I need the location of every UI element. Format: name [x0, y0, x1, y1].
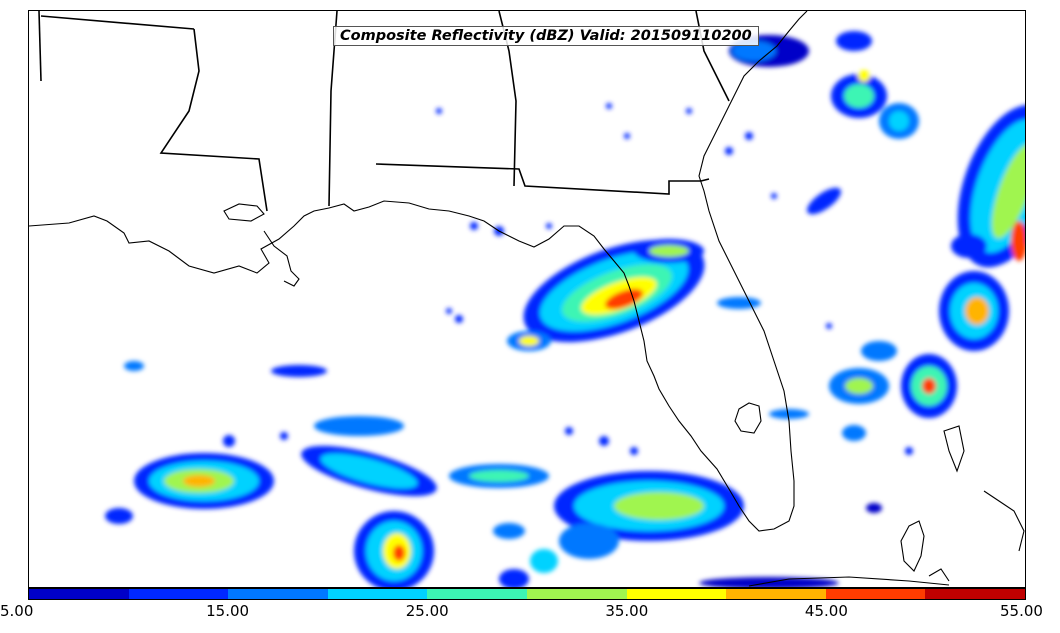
- colorbar-segment: [626, 589, 727, 599]
- colorbar: [28, 588, 1026, 600]
- map-title: Composite Reflectivity (dBZ) Valid: 2015…: [333, 26, 759, 46]
- colorbar-segment: [128, 589, 229, 599]
- colorbar-tick-label: 45.00: [804, 602, 848, 620]
- colorbar-segment: [726, 589, 826, 599]
- colorbar-tick-label: 55.00: [1000, 602, 1043, 620]
- echo-cluster-southeast-gulf: [493, 471, 744, 573]
- echo-cluster-atlantic: [699, 31, 1025, 587]
- colorbar-segment: [327, 589, 428, 599]
- colorbar-tick-label: 15.00: [206, 602, 250, 620]
- colorbar-tick-label: 25.00: [405, 602, 449, 620]
- coastlines: [29, 11, 1025, 587]
- radar-map: [29, 11, 1025, 587]
- colorbar-tick-label: 5.00: [0, 602, 34, 620]
- echo-cluster-north-florida: [507, 239, 705, 351]
- map-panel: Composite Reflectivity (dBZ) Valid: 2015…: [28, 10, 1026, 588]
- colorbar-segment: [925, 589, 1025, 599]
- colorbar-segment: [29, 589, 129, 599]
- colorbar-segment: [825, 589, 926, 599]
- echo-scattered: [223, 103, 913, 455]
- colorbar-segment: [526, 589, 627, 599]
- colorbar-segment: [228, 589, 328, 599]
- echo-cluster-central-gulf: [271, 365, 549, 587]
- reflectivity-echoes: [105, 31, 1025, 587]
- colorbar-tick-label: 35.00: [605, 602, 649, 620]
- echo-cluster-western-gulf: [105, 361, 274, 524]
- colorbar-segment: [427, 589, 527, 599]
